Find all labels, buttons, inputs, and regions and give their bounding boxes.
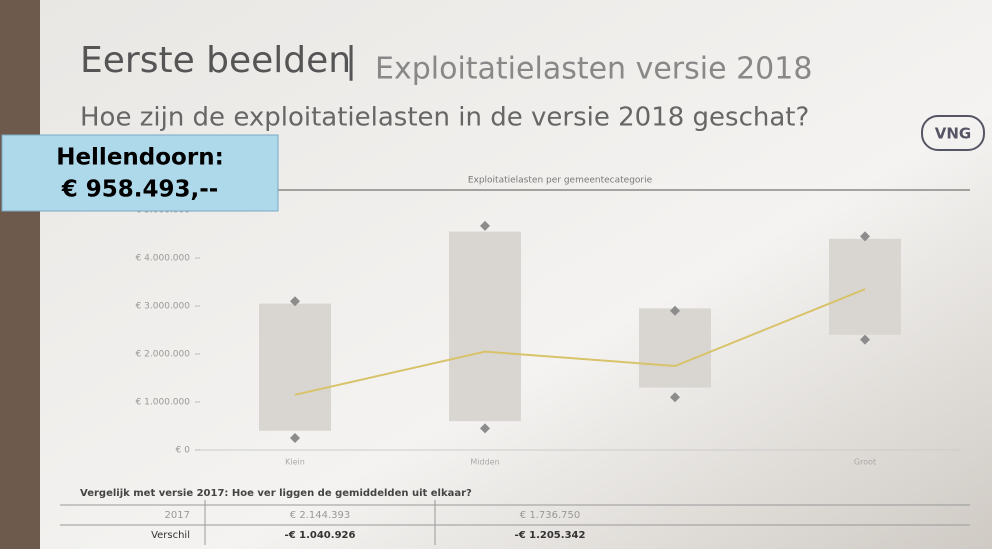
chart-title: Exploitatielasten per gemeentecategorie <box>468 176 653 186</box>
slide-title-part2: Exploitatielasten versie 2018 <box>375 52 812 87</box>
table-cell: -€ 1.205.342 <box>515 530 586 541</box>
table-row-label: 2017 <box>165 510 190 521</box>
y-tick-label: € 1.000.000 <box>136 398 191 408</box>
y-tick-label: € 3.000.000 <box>136 302 191 312</box>
callout-line: Hellendoorn: <box>56 145 224 171</box>
photo: Eerste beelden | Exploitatielasten versi… <box>0 0 992 549</box>
slide-title: Eerste beelden <box>80 40 351 81</box>
x-tick-label: Midden <box>470 458 499 467</box>
table-cell: -€ 1.040.926 <box>285 530 356 541</box>
y-tick-label: € 0 <box>176 446 191 456</box>
range-bar <box>259 304 331 431</box>
title-separator: | <box>345 40 357 81</box>
table-heading: Vergelijk met versie 2017: Hoe ver ligge… <box>80 488 472 499</box>
table-cell: € 2.144.393 <box>290 510 350 521</box>
y-tick-label: € 2.000.000 <box>136 350 191 360</box>
callout-line: € 958.493,-- <box>61 177 219 203</box>
page: Eerste beelden | Exploitatielasten versi… <box>0 0 992 549</box>
logo: VNG <box>935 125 971 143</box>
range-bar <box>829 239 901 335</box>
slide-subtitle: Hoe zijn de exploitatielasten in de vers… <box>80 103 809 133</box>
x-tick-label: Klein <box>285 458 305 467</box>
range-bar <box>639 308 711 387</box>
table-cell: € 1.736.750 <box>520 510 580 521</box>
y-tick-label: € 4.000.000 <box>136 254 191 264</box>
x-tick-label: Groot <box>854 458 876 467</box>
table-row-label: Verschil <box>151 530 190 541</box>
range-bar <box>449 232 521 422</box>
